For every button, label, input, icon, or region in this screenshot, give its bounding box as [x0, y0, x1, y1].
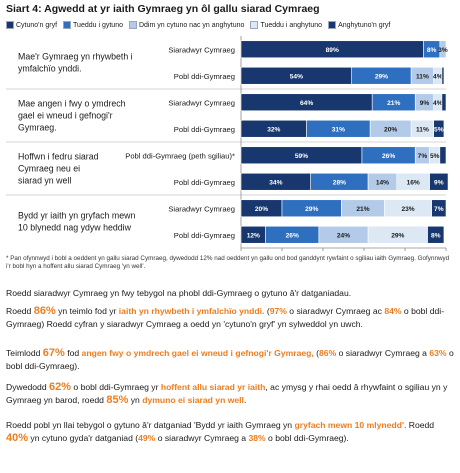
group-label-line: gael ei wneud i gefnogi'r	[18, 111, 113, 121]
bar-value-label: 26%	[286, 232, 299, 239]
paragraph-more-effort: Teimlodd 67% fod angen fwy o ymdrech gae…	[6, 347, 454, 371]
bar-segment	[441, 66, 445, 85]
bar-value-label: 64%	[300, 100, 313, 107]
row-category-label: Pobl ddi-Gymraeg (peth sgiliau)*	[125, 151, 235, 160]
group-label-line: Bydd yr iaith yn gryfach mewn	[18, 211, 135, 221]
group-label-line: Gymraeg.	[18, 123, 57, 133]
bar-value-label: 4%	[433, 73, 443, 80]
group-label: Bydd yr iaith yn gryfach mewn 10 blynedd …	[18, 211, 135, 233]
legend-item: Cytuno'n gryf	[6, 21, 57, 29]
legend-label: Anghytuno'n gryf	[338, 21, 391, 29]
group-label-line: ymfalchïo ynddi.	[18, 64, 82, 74]
bar-value-label: 54%	[290, 73, 303, 80]
paragraph-learn-welsh: Dywedodd 62% o bobl ddi-Gymraeg yr hoffe…	[6, 381, 448, 406]
bar-segment	[439, 40, 447, 59]
legend-item: Tueddu i gytuno	[63, 21, 123, 29]
bar-value-label: 21%	[356, 206, 369, 213]
bar-value-label: 23%	[401, 206, 414, 213]
paragraph-future: Roedd pobl yn llai tebygol o gytuno â'r …	[6, 420, 435, 444]
group-label-line: 10 blynedd nag ydyw heddiw	[18, 223, 132, 233]
bar-segment	[441, 93, 447, 112]
legend-label: Tueddu i anghytuno	[260, 21, 323, 29]
bar-value-label: 29%	[375, 73, 388, 80]
row-category-label: Siaradwyr Cymraeg	[168, 45, 235, 54]
bar-value-label: 89%	[326, 47, 339, 54]
bar-value-label: 32%	[267, 126, 280, 133]
bar-segment	[427, 225, 445, 244]
legend-item: Tueddu i anghytuno	[250, 21, 322, 29]
row-category-label: Pobl ddi-Gymraeg	[174, 72, 235, 81]
bar-value-label: 11%	[416, 73, 429, 80]
bar-value-label: 29%	[391, 232, 404, 239]
legend-swatch	[250, 21, 259, 29]
bar-value-label: 31%	[332, 126, 345, 133]
bar-value-label: 28%	[333, 179, 346, 186]
bar-value-label: 7%	[434, 206, 444, 213]
bar-value-label: 5%	[430, 153, 440, 160]
group-label: Hoffwn i fedru siarad Cymraeg neu ei siara…	[18, 152, 99, 186]
bar-value-label: 8%	[427, 47, 437, 54]
legend-item: Ddim yn cytuno nac yn anghytuno	[128, 21, 245, 29]
chart-legend: Cytuno'n gryf Tueddu i gytuno Ddim yn cytu…	[6, 17, 454, 33]
bar-value-label: 20%	[255, 206, 268, 213]
bar-value-label: 16%	[407, 179, 420, 186]
bar-value-label: 20%	[384, 126, 397, 133]
bar-value-label: 34%	[269, 179, 282, 186]
bar-value-label: 4%	[433, 100, 443, 107]
legend-label: Ddim yn cytuno nac yn anghytuno	[138, 21, 245, 29]
bar-value-label: 9%	[434, 179, 444, 186]
bar-segment	[433, 119, 445, 138]
bar-value-label: 26%	[382, 153, 395, 160]
bar-value-label: 24%	[337, 232, 350, 239]
bar-value-label: 9%	[420, 100, 430, 107]
group-label-line: Mae'r Gymraeg yn rhywbeth i	[18, 52, 133, 62]
group-label-line: Hoffwn i fedru siarad	[18, 152, 99, 162]
group-label-line: Cymraeg neu ei	[18, 164, 80, 174]
chart-title: Siart 4: Agwedd at yr iaith Gymraeg yn ô…	[6, 3, 320, 15]
paragraph-intro: Roedd siaradwyr Cymraeg yn fwy tebygol n…	[6, 288, 352, 298]
paragraph-pride: Roedd 86% yn teimlo fod yr iaith yn rhyw…	[6, 305, 445, 329]
group-label: Mae'r Gymraeg yn rhywbeth i ymfalchïo ynd…	[18, 52, 133, 74]
bar-value-label: 8%	[431, 232, 441, 239]
bar-value-label: 7%	[418, 153, 428, 160]
row-category-label: Siaradwyr Cymraeg	[168, 204, 235, 213]
bar-value-label: 5%	[434, 126, 444, 133]
bar-value-label: 29%	[305, 206, 318, 213]
legend-swatch	[128, 21, 137, 29]
bar-segment	[431, 199, 447, 218]
bar-value-label: 12%	[247, 232, 260, 239]
chart-footnote: * Pan ofynnwyd i bobl a oeddent yn gallu…	[6, 255, 450, 270]
row-category-label: Pobl ddi-Gymraeg	[174, 231, 235, 240]
group-label: Mae angen i fwy o ymdrech gael ei wneud i…	[18, 99, 126, 133]
group-label-line: siarad yn well	[18, 176, 71, 186]
bar-value-label: 14%	[376, 179, 389, 186]
bar-value-label: 3%	[438, 47, 448, 54]
stacked-bar-chart: Mae'r Gymraeg yn rhywbeth i ymfalchïo ynd…	[6, 36, 449, 251]
row-category-label: Pobl ddi-Gymraeg	[174, 178, 235, 187]
bar-value-label: 21%	[387, 100, 400, 107]
group-label-line: Mae angen i fwy o ymdrech	[18, 99, 126, 109]
bar-segment	[429, 172, 449, 191]
row-category-label: Pobl ddi-Gymraeg	[174, 125, 235, 134]
bar-segment	[439, 146, 447, 165]
legend-item: Anghytuno'n gryf	[328, 21, 390, 29]
bar-value-label: 59%	[295, 153, 308, 160]
legend-swatch	[328, 21, 337, 29]
legend-label: Tueddu i gytuno	[73, 21, 123, 29]
legend-swatch	[6, 21, 14, 29]
legend-label: Cytuno'n gryf	[16, 21, 58, 29]
row-category-label: Siaradwyr Cymraeg	[168, 98, 235, 107]
legend-swatch	[63, 21, 72, 29]
bar-value-label: 11%	[416, 126, 429, 133]
